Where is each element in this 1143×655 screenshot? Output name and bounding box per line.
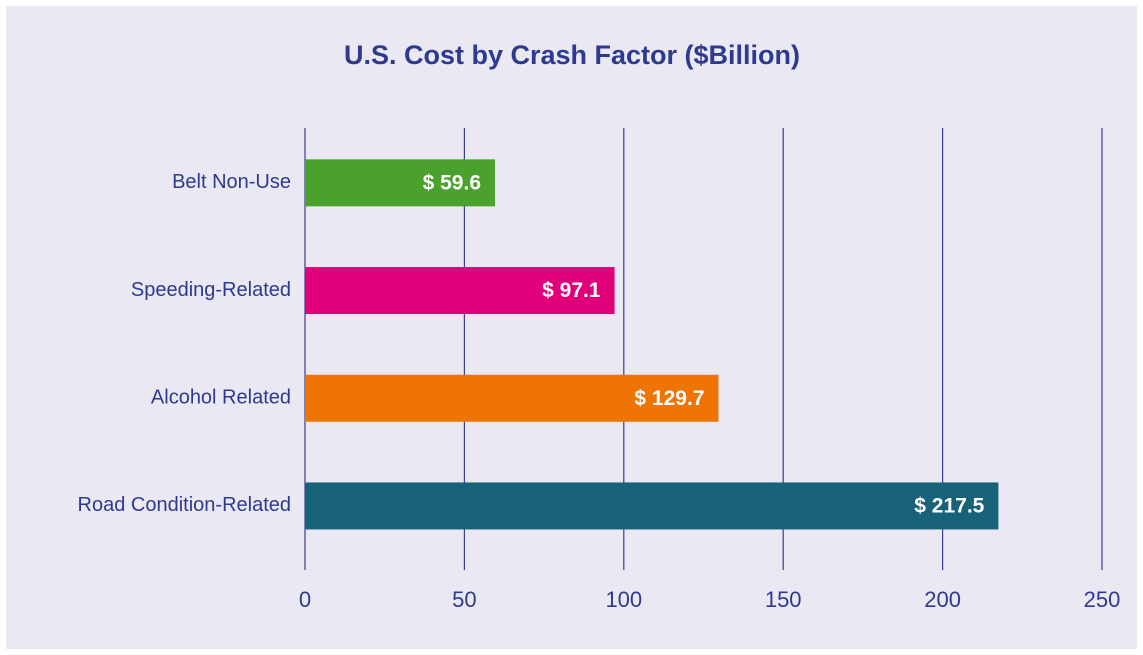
y-tick-label: Road Condition-Related: [78, 494, 291, 516]
bar-value-label: $ 97.1: [542, 279, 601, 302]
x-tick-label: 150: [765, 587, 802, 612]
bar: [305, 267, 615, 315]
x-tick-label: 50: [452, 587, 476, 612]
y-tick-label: Alcohol Related: [151, 387, 291, 409]
x-tick-label: 0: [299, 587, 311, 612]
x-tick-label: 200: [924, 587, 961, 612]
x-tick-label: 100: [605, 587, 642, 612]
bar-value-label: $ 129.7: [634, 387, 704, 410]
bar: [305, 482, 999, 530]
chart-background: [6, 6, 1137, 649]
x-tick-label: 250: [1084, 587, 1121, 612]
bar: [305, 159, 496, 207]
chart-title: U.S. Cost by Crash Factor ($Billion): [344, 40, 800, 70]
bar-value-label: $ 59.6: [423, 171, 481, 194]
y-tick-label: Belt Non-Use: [172, 171, 291, 193]
y-tick-label: Speeding-Related: [131, 279, 291, 301]
bar-value-label: $ 217.5: [914, 494, 984, 517]
bar: [305, 374, 719, 422]
